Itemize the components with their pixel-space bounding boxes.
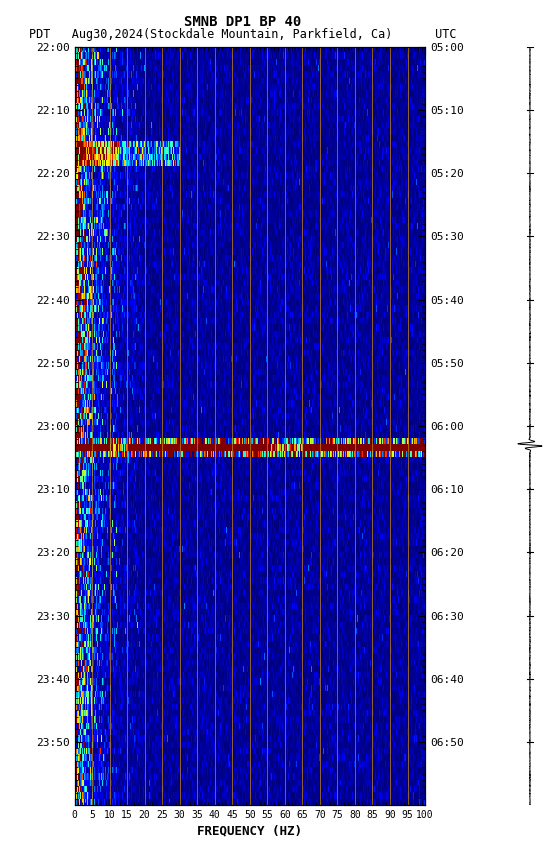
X-axis label: FREQUENCY (HZ): FREQUENCY (HZ): [197, 824, 302, 837]
Text: SMNB DP1 BP 40: SMNB DP1 BP 40: [184, 15, 301, 29]
Text: PDT   Aug30,2024(Stockdale Mountain, Parkfield, Ca)      UTC: PDT Aug30,2024(Stockdale Mountain, Parkf…: [29, 28, 457, 41]
